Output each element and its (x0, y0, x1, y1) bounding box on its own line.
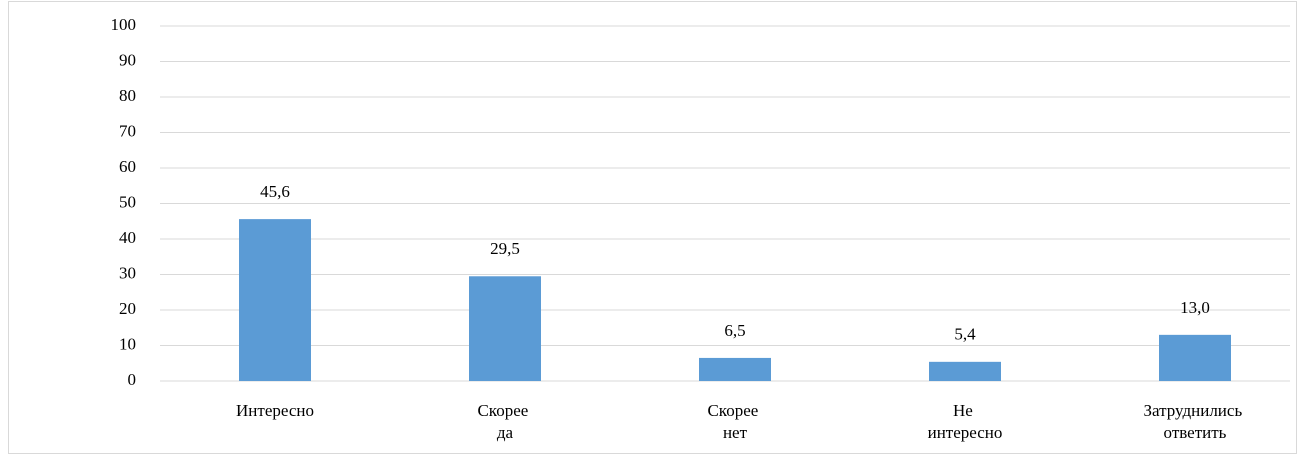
chart-border (8, 1, 1297, 454)
x-tick-label: Интересно (236, 401, 314, 420)
value-label: 13,0 (1180, 298, 1210, 317)
y-tick-label: 40 (119, 228, 136, 247)
y-tick-label: 50 (119, 192, 136, 211)
value-label: 29,5 (490, 239, 520, 258)
y-tick-label: 100 (111, 15, 137, 34)
x-tick-label: Не интересно (928, 401, 1003, 442)
x-tick-label: Скорее нет (707, 401, 762, 442)
value-label: 45,6 (260, 182, 290, 201)
bar (929, 361, 1001, 381)
y-tick-label: 0 (128, 370, 137, 389)
y-tick-label: 10 (119, 334, 136, 353)
bar (1159, 334, 1231, 381)
y-tick-label: 90 (119, 50, 136, 69)
y-tick-label: 30 (119, 263, 136, 282)
bar (699, 357, 771, 381)
bar (239, 219, 311, 381)
value-label: 6,5 (724, 321, 745, 340)
y-tick-label: 80 (119, 86, 136, 105)
y-tick-label: 60 (119, 157, 136, 176)
bar (469, 276, 541, 381)
x-tick-label: Затруднились ответить (1144, 401, 1247, 442)
y-tick-label: 70 (119, 121, 136, 140)
value-label: 5,4 (954, 325, 976, 344)
x-tick-label: Скорее да (477, 401, 532, 442)
y-tick-label: 20 (119, 299, 136, 318)
